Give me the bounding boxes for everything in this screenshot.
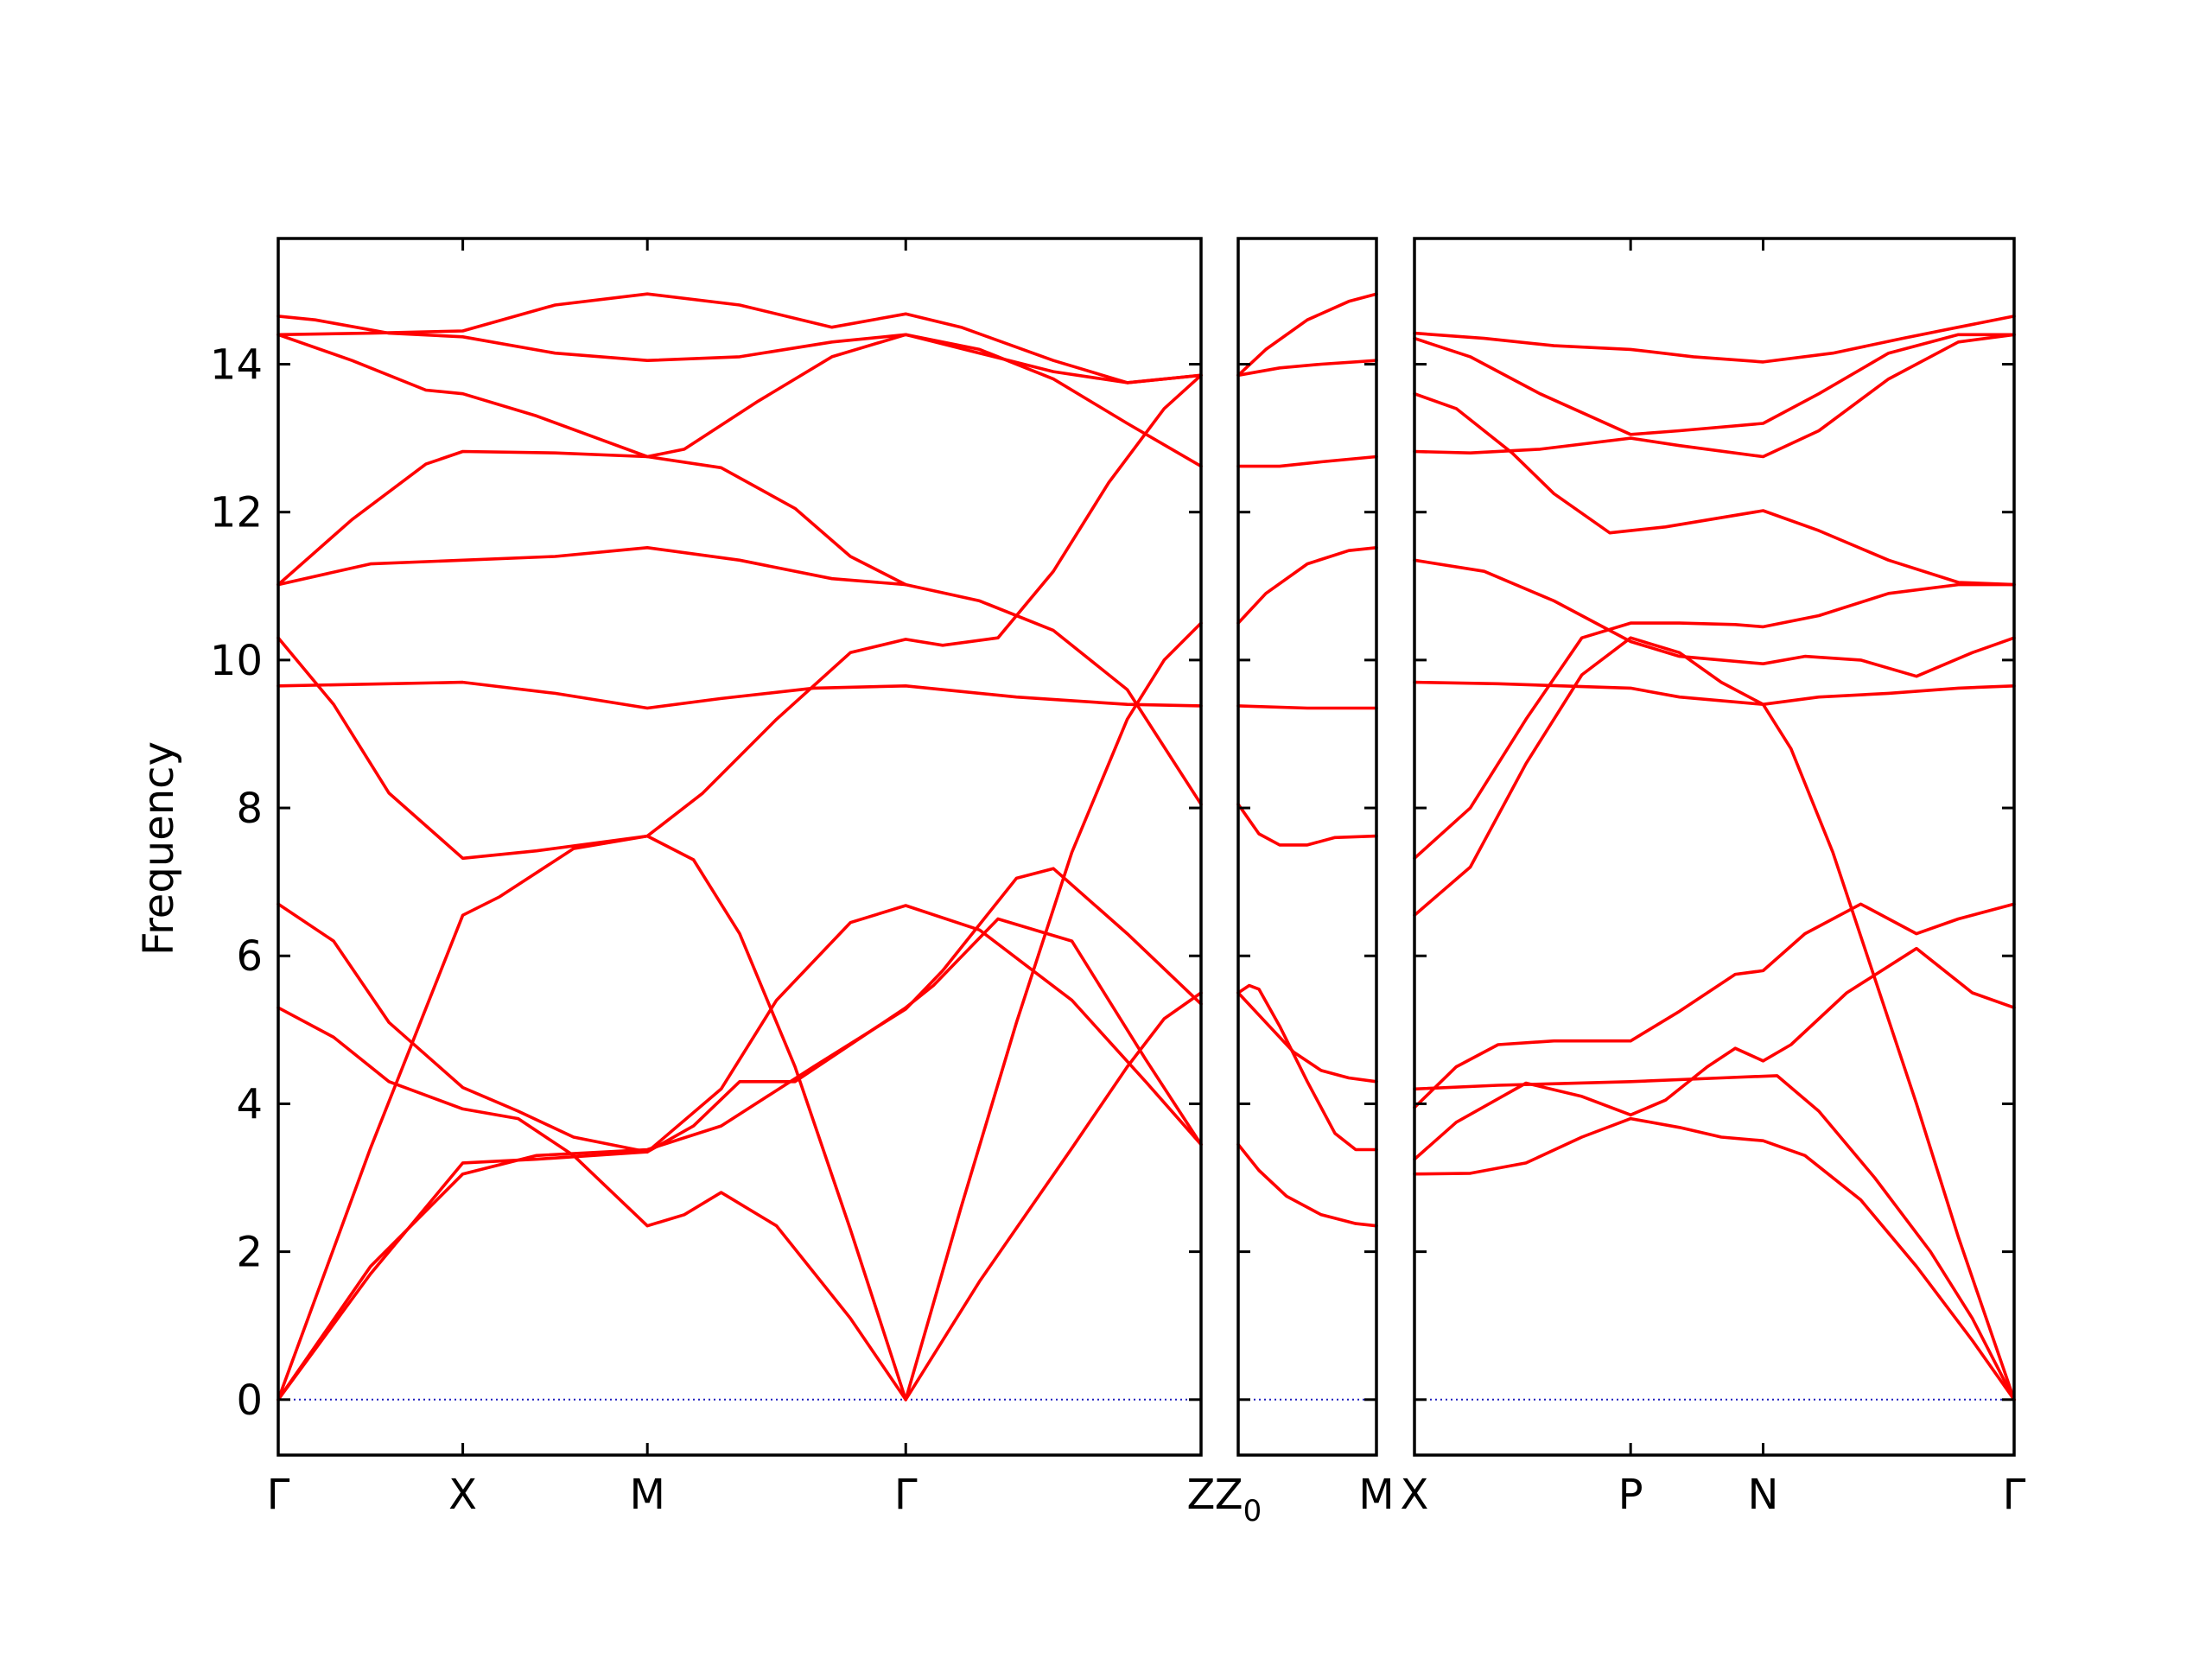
band-line-6 — [904, 991, 1203, 1402]
band-line-8 — [1236, 359, 1378, 378]
panel-frame — [1413, 237, 2016, 1457]
band-line-12 — [1413, 315, 2016, 364]
x-tick-label: Γ — [894, 1471, 918, 1519]
band-line-12 — [276, 333, 1203, 468]
band-line-9 — [276, 680, 1203, 710]
band-line-7 — [1236, 454, 1378, 468]
y-tick-label: 6 — [236, 932, 263, 981]
band-line-14 — [276, 292, 1203, 385]
band-line-3 — [1413, 902, 2016, 1109]
band-line-5 — [1236, 704, 1378, 710]
band-line-6 — [1413, 582, 2016, 861]
band-line-1 — [1236, 1142, 1378, 1228]
band-line-8 — [276, 373, 1203, 861]
band-line-2 — [276, 867, 1203, 1402]
band-line-7 — [1413, 680, 2016, 706]
band-line-5 — [276, 902, 1203, 1154]
panel-1: 0 2 4 6 8 10 12 14 Γ X M Γ Z — [210, 237, 1216, 1519]
band-line-10 — [1413, 391, 2016, 587]
y-tick-label: 12 — [210, 489, 263, 537]
x-tick-label: P — [1618, 1471, 1643, 1519]
y-axis-title: Frequency — [135, 741, 183, 956]
panel-frame — [276, 237, 1203, 1457]
band-line-4 — [276, 1006, 907, 1402]
band-line-5 — [1413, 636, 2016, 1402]
band-line-9 — [1236, 292, 1378, 378]
band-line-3 — [1236, 991, 1378, 1084]
panel-frame — [1236, 237, 1378, 1457]
y-tick-label: 4 — [236, 1080, 263, 1128]
band-line-9 — [1413, 333, 2016, 459]
band-line-10 — [276, 546, 1203, 806]
band-line-3 — [276, 917, 1203, 1402]
band-line-8 — [1413, 558, 2016, 678]
y-tick-label: 8 — [236, 785, 263, 833]
band-line-11 — [1413, 333, 2016, 436]
band-line-4 — [1413, 1074, 2016, 1402]
x-tick-label: Z — [1187, 1471, 1216, 1519]
band-line-1 — [276, 834, 907, 1402]
band-line-13 — [276, 315, 1203, 385]
y-tick-label: 2 — [236, 1229, 263, 1277]
x-tick-label: Γ — [2003, 1471, 2026, 1519]
y-tick-label: 14 — [210, 341, 263, 390]
x-tick-label: Γ — [267, 1471, 290, 1519]
x-tick-label: X — [448, 1471, 477, 1519]
x-tick-label: N — [1748, 1471, 1779, 1519]
y-tick-label: 0 — [236, 1376, 263, 1425]
band-line-4 — [1236, 803, 1378, 847]
band-line-7 — [904, 621, 1203, 1402]
band-line-2 — [1236, 983, 1378, 1152]
band-line-6 — [1236, 546, 1378, 625]
x-tick-label: M — [629, 1471, 664, 1519]
x-tick-label: Z0 — [1215, 1471, 1262, 1529]
y-tick-label: 10 — [210, 637, 263, 685]
band-line-1 — [1413, 1116, 2016, 1402]
panel-2: Z0 M — [1215, 237, 1395, 1529]
x-tick-label: X — [1401, 1471, 1429, 1519]
band-line-11 — [276, 449, 907, 587]
x-tick-label: M — [1358, 1471, 1394, 1519]
